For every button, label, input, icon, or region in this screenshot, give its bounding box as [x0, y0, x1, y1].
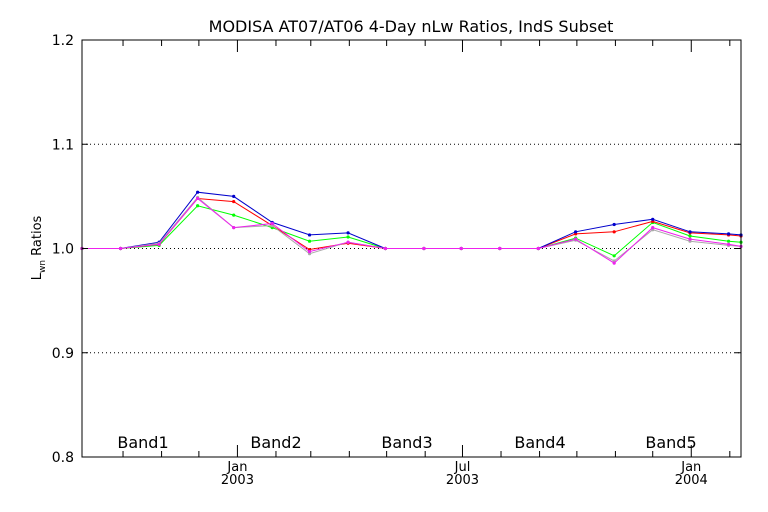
legend-label-band4: Band4: [514, 433, 565, 452]
y-axis-label-main: L: [30, 272, 45, 280]
data-point-band5: [118, 246, 123, 251]
y-tick-label: 1.1: [52, 137, 74, 153]
data-point-band1: [307, 239, 312, 243]
chart-title: MODISA AT07/AT06 4-Day nLw Ratios, IndS …: [209, 17, 614, 36]
series-line-band4: [82, 196, 742, 262]
legend-label-band3: Band3: [381, 433, 432, 452]
data-point-band3: [196, 190, 200, 194]
data-point-band5: [157, 242, 161, 246]
data-point-band2: [612, 230, 616, 234]
data-point-band5: [574, 237, 578, 241]
x-tick-label-year: 2004: [675, 473, 708, 488]
y-axis-label-sub: wn: [38, 260, 48, 273]
data-point-band1: [612, 254, 616, 258]
data-point-band5: [459, 246, 463, 251]
x-tick-label-month: Jan: [680, 460, 701, 475]
data-point-band5: [651, 226, 655, 230]
data-point-band5: [726, 242, 731, 246]
data-point-band5: [307, 250, 312, 254]
x-tick-label-year: 2003: [221, 473, 254, 488]
data-point-band3: [574, 230, 578, 234]
data-point-band5: [270, 221, 274, 226]
data-point-band5: [498, 246, 502, 251]
legend: Band1 Band2 Band3 Band4 Band5: [117, 433, 696, 452]
legend-label-band5: Band5: [645, 433, 696, 452]
data-point-band2: [232, 199, 236, 204]
y-tick-label: 0.9: [52, 346, 74, 362]
data-point-band1: [688, 234, 692, 238]
data-point-band3: [726, 232, 731, 236]
data-point-band1: [232, 213, 236, 217]
data-point-band3: [307, 233, 312, 237]
data-point-band5: [196, 196, 200, 201]
data-point-band5: [383, 246, 387, 251]
series-lines: [80, 190, 743, 265]
data-point-band3: [688, 230, 692, 234]
y-tick-label: 0.8: [52, 450, 74, 466]
data-point-band3: [612, 222, 616, 227]
data-point-band5: [346, 240, 350, 244]
data-point-band3: [346, 231, 350, 235]
y-tick-label: 1.0: [52, 242, 74, 258]
data-point-band3: [651, 217, 655, 221]
x-tick-label-month: Jul: [454, 460, 471, 475]
series-line-band2: [82, 197, 742, 251]
data-point-band5: [688, 237, 692, 241]
data-point-band5: [422, 246, 426, 251]
data-point-band1: [196, 204, 200, 208]
series-line-band3: [82, 191, 742, 249]
data-point-band1: [346, 235, 350, 239]
legend-label-band1: Band1: [117, 433, 168, 452]
series-line-band5: [82, 197, 742, 264]
x-tick-label-year: 2003: [446, 473, 479, 488]
data-point-band5: [232, 226, 236, 230]
y-tick-label: 1.2: [52, 33, 74, 49]
x-tick-label-month: Jan: [226, 460, 247, 475]
data-point-band1: [726, 239, 731, 243]
data-point-band5: [612, 261, 616, 265]
legend-label-band2: Band2: [250, 433, 301, 452]
data-point-band5: [536, 246, 540, 251]
y-axis-label-rest: Ratios: [30, 215, 45, 260]
y-axis-label: Lwn Ratios: [30, 215, 48, 280]
data-point-band3: [232, 194, 236, 198]
